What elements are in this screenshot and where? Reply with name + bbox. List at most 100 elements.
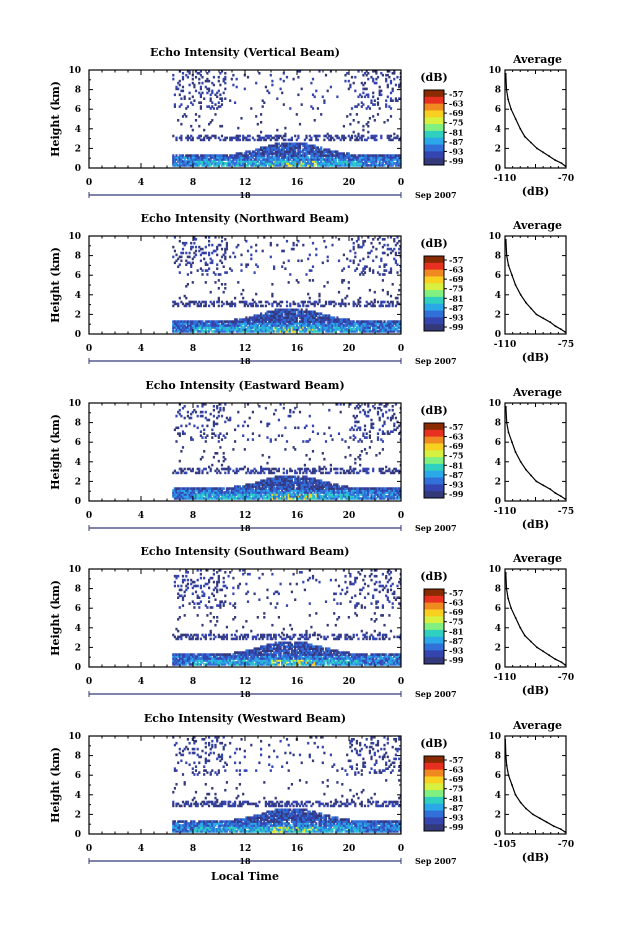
- echo-cell: [284, 310, 287, 314]
- echo-cell: [394, 156, 397, 159]
- echo-cell: [264, 304, 267, 308]
- echo-cell: [305, 475, 308, 479]
- echo-cell: [323, 99, 326, 102]
- echo-cell: [212, 107, 215, 110]
- echo-cell: [287, 150, 290, 153]
- echo-cell: [282, 497, 285, 500]
- echo-cell: [203, 450, 206, 453]
- echo-cell: [258, 316, 261, 319]
- echo-cell: [372, 156, 375, 159]
- echo-cell: [263, 481, 266, 484]
- echo-cell: [243, 493, 246, 496]
- echo-cell: [258, 328, 261, 331]
- echo-cell: [289, 318, 292, 321]
- echo-cell: [178, 93, 181, 97]
- echo-cell: [311, 265, 315, 268]
- echo-cell: [219, 160, 222, 163]
- echo-cell: [242, 487, 245, 490]
- echo-cell: [214, 164, 217, 167]
- echo-cell: [294, 475, 297, 479]
- echo-cell: [297, 150, 300, 153]
- echo-cell: [344, 302, 347, 306]
- echo-cell: [321, 489, 324, 492]
- echo-cell: [323, 150, 326, 153]
- echo-cell: [357, 138, 360, 142]
- echo-cell: [381, 238, 384, 241]
- echo-cell: [240, 322, 243, 325]
- echo-cell: [323, 457, 326, 461]
- echo-cell: [222, 497, 225, 500]
- echo-cell: [268, 160, 271, 163]
- echo-cell: [370, 489, 373, 492]
- echo-cell: [328, 408, 331, 412]
- echo-cell: [225, 243, 228, 247]
- echo-cell: [238, 134, 241, 138]
- echo-cell: [250, 152, 253, 155]
- echo-cell: [310, 489, 313, 492]
- echo-cell: [181, 432, 185, 435]
- echo-cell: [350, 469, 354, 473]
- echo-cell: [217, 469, 220, 473]
- echo-cell: [279, 477, 282, 481]
- echo-cell: [177, 471, 180, 475]
- echo-cell: [224, 324, 227, 327]
- echo-cell: [302, 479, 305, 482]
- echo-cell: [388, 162, 391, 165]
- echo-cell: [316, 156, 319, 159]
- echo-cell: [396, 328, 399, 331]
- echo-cell: [398, 83, 401, 87]
- echo-cell: [181, 491, 185, 494]
- echo-cell: [396, 320, 399, 323]
- echo-cell: [178, 164, 181, 167]
- echo-cell: [326, 491, 329, 494]
- echo-cell: [268, 471, 271, 475]
- echo-cell: [290, 150, 293, 153]
- echo-cell: [303, 475, 306, 479]
- echo-cell: [367, 158, 370, 161]
- echo-cell: [321, 162, 324, 165]
- echo-cell: [188, 320, 191, 323]
- echo-cell: [350, 156, 354, 159]
- echo-cell: [178, 105, 181, 108]
- echo-cell: [346, 322, 349, 325]
- echo-cell: [190, 330, 193, 333]
- echo-cell: [341, 328, 344, 331]
- echo-cell: [242, 495, 245, 498]
- echo-cell: [198, 471, 201, 475]
- echo-cell: [398, 326, 401, 329]
- echo-cell: [339, 302, 342, 306]
- echo-cell: [378, 156, 381, 159]
- echo-cell: [289, 312, 292, 315]
- echo-cell: [399, 245, 401, 249]
- echo-cell: [368, 320, 371, 323]
- echo-cell: [376, 493, 380, 496]
- echo-cell: [362, 467, 365, 471]
- average-profile-point: [535, 313, 538, 316]
- echo-cell: [391, 300, 394, 304]
- echo-cell: [269, 477, 272, 481]
- echo-cell: [331, 487, 334, 490]
- echo-cell: [378, 93, 381, 97]
- echo-cell: [268, 479, 271, 482]
- echo-cell: [368, 487, 371, 490]
- echo-cell: [308, 152, 311, 155]
- echo-cell: [219, 138, 222, 142]
- echo-cell: [305, 485, 308, 488]
- echo-cell: [199, 105, 202, 108]
- echo-cell: [263, 497, 266, 500]
- echo-cell: [316, 146, 319, 149]
- echo-cell: [329, 469, 332, 473]
- echo-cell: [375, 134, 378, 138]
- echo-cell: [178, 271, 181, 274]
- echo-cell: [381, 322, 384, 325]
- echo-cell: [198, 304, 201, 308]
- echo-cell: [225, 432, 228, 435]
- echo-cell: [302, 318, 305, 321]
- echo-cell: [190, 134, 193, 138]
- echo-cell: [224, 403, 227, 406]
- echo-cell: [173, 487, 176, 490]
- echo-cell: [274, 477, 277, 481]
- echo-cell: [193, 302, 196, 306]
- echo-cell: [307, 158, 310, 161]
- echo-cell: [271, 328, 274, 331]
